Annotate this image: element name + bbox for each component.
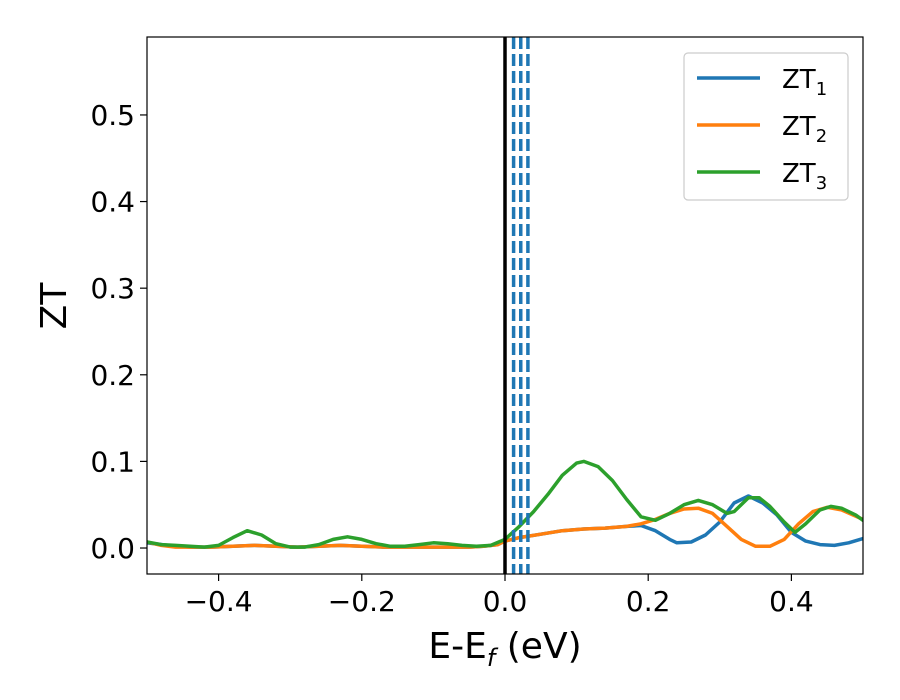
- y-tick-label: 0.5: [90, 99, 135, 132]
- x-axis-title-main: E-E: [428, 626, 486, 667]
- legend: ZT1 ZT2 ZT3: [683, 52, 849, 201]
- legend-label-zt2: ZT2: [782, 112, 827, 147]
- legend-label-zt3: ZT3: [782, 159, 827, 194]
- legend-box: [683, 52, 849, 201]
- reference-lines-layer: [503, 37, 530, 574]
- y-tick-label: 0.4: [90, 186, 135, 219]
- x-tick-label: 0.2: [626, 585, 671, 618]
- y-tick-label: 0.2: [90, 359, 135, 392]
- x-axis-ticks: −0.4 −0.2 0.0 0.2 0.4: [185, 574, 814, 618]
- y-tick-label: 0.0: [90, 532, 135, 565]
- y-tick-label: 0.1: [90, 445, 135, 478]
- x-tick-label: 0.4: [769, 585, 814, 618]
- y-axis-ticks: 0.0 0.1 0.2 0.3 0.4 0.5: [90, 99, 147, 565]
- x-axis-title-tail: (eV): [495, 626, 581, 667]
- series-line-zt2: [147, 505, 863, 549]
- legend-label-zt1: ZT1: [782, 65, 827, 100]
- x-axis-title: E-Ef (eV): [428, 626, 581, 672]
- x-tick-label: −0.2: [328, 585, 396, 618]
- legend-items: ZT1 ZT2 ZT3: [697, 65, 827, 194]
- y-tick-label: 0.3: [90, 272, 135, 305]
- x-tick-label: −0.4: [185, 585, 253, 618]
- y-axis-title: ZT: [34, 282, 75, 330]
- x-tick-label: 0.0: [483, 585, 528, 618]
